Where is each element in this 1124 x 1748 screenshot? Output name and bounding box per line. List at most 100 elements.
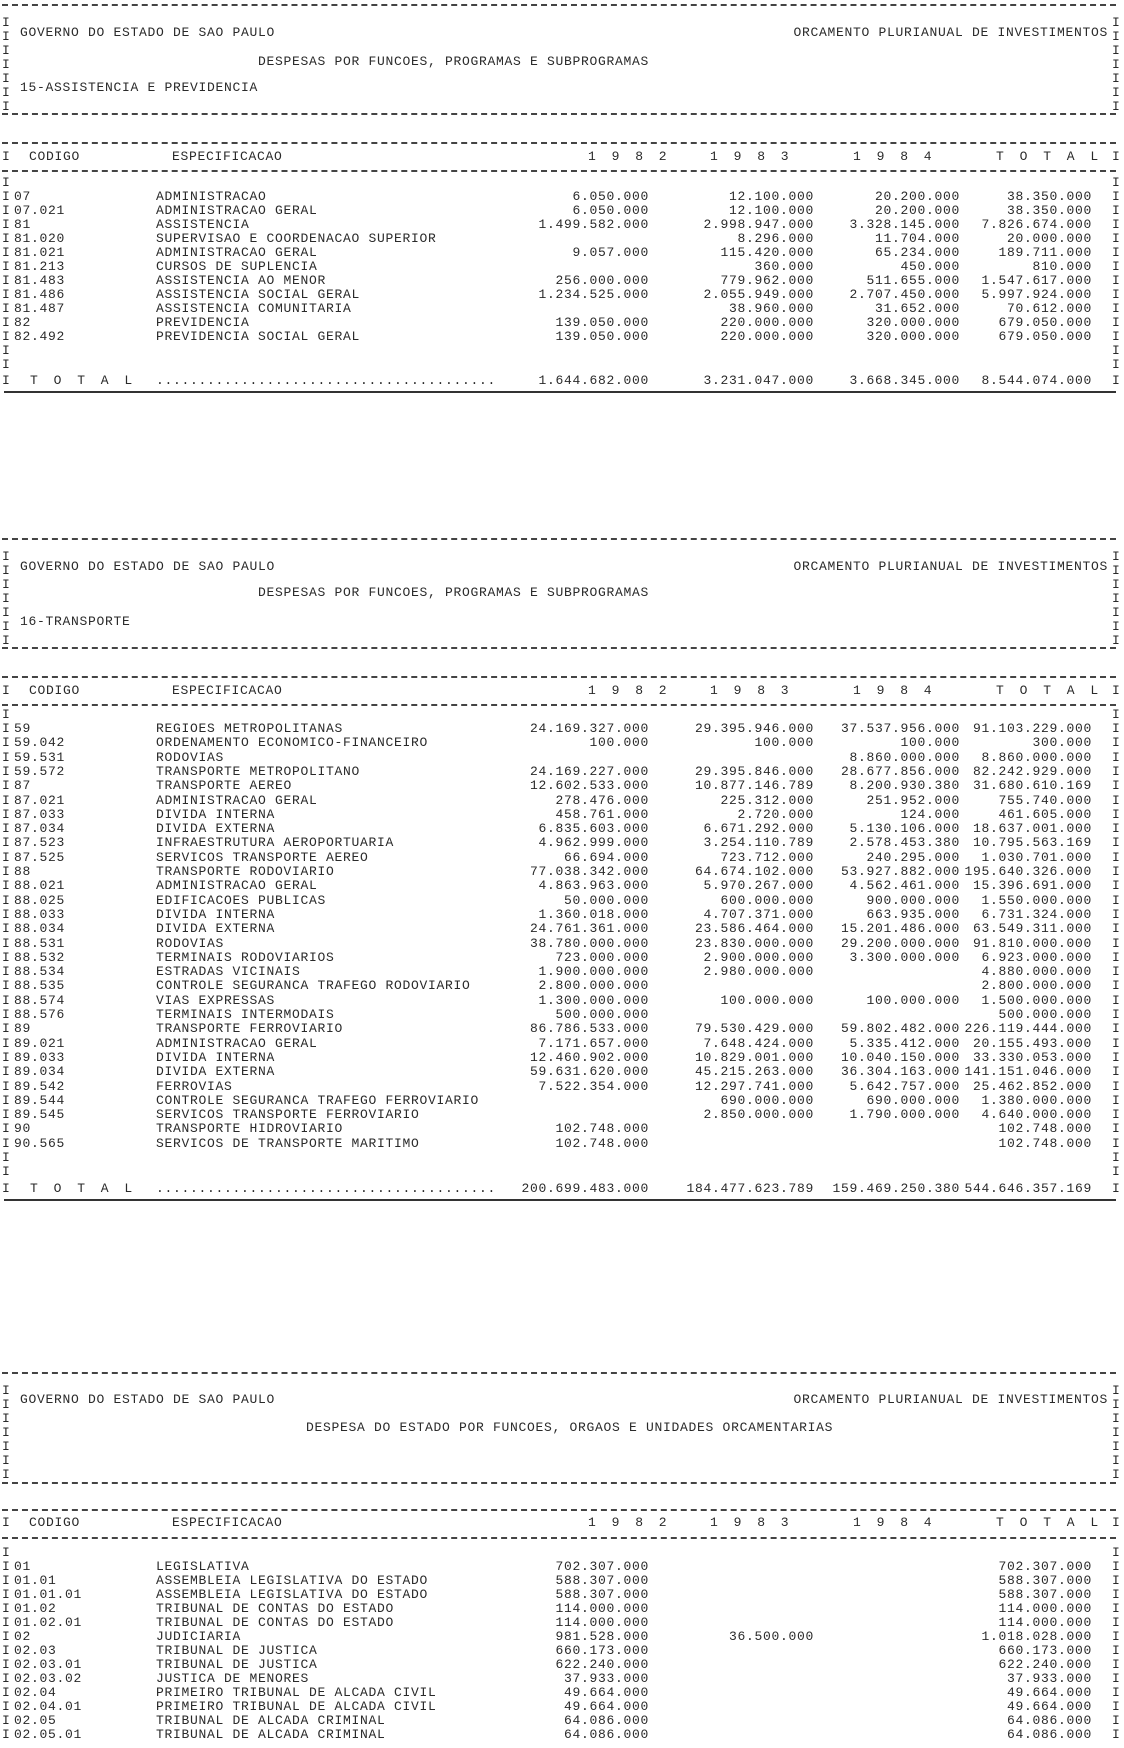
frame-right: I xyxy=(1112,806,1121,822)
row-specification: DIVIDA EXTERNA xyxy=(156,821,276,837)
value-1984: 124.000 xyxy=(900,806,960,822)
value-1982: 50.000.000 xyxy=(563,892,649,908)
row-code: 87.523 xyxy=(14,835,66,851)
frame-right: I xyxy=(1112,71,1121,86)
frame-right: I xyxy=(1112,1164,1121,1180)
value-1982: 37.933.000 xyxy=(563,1671,649,1686)
row-code: 02.05 xyxy=(14,1713,57,1728)
row-code: 90 xyxy=(14,1121,32,1137)
frame-right: I xyxy=(1112,1107,1121,1123)
frame-left: I xyxy=(2,878,11,894)
frame-right: I xyxy=(1112,203,1121,218)
column-header-1982: 1 9 8 2 xyxy=(588,683,671,698)
frame-left: I xyxy=(2,203,11,218)
value-total: 2.800.000.000 xyxy=(981,978,1092,994)
value-1982: 64.086.000 xyxy=(563,1727,649,1742)
value-1982: 6.835.603.000 xyxy=(538,821,649,837)
frame-left: I xyxy=(2,287,11,302)
row-code: 59.572 xyxy=(14,763,66,779)
frame-left: I xyxy=(2,357,11,372)
column-header-1983: 1 9 8 3 xyxy=(710,1515,793,1530)
value-1982: 66.694.000 xyxy=(563,849,649,865)
row-specification: DIVIDA INTERNA xyxy=(156,1049,276,1065)
row-code: 01.01.01 xyxy=(14,1587,83,1602)
row-code: 89.542 xyxy=(14,1078,66,1094)
value-total: 1.550.000.000 xyxy=(981,892,1092,908)
frame-right: I xyxy=(1112,849,1121,865)
row-code: 89.034 xyxy=(14,1064,66,1080)
frame-left: I xyxy=(2,1657,11,1672)
frame-left: I xyxy=(2,1587,11,1602)
frame-left: I xyxy=(2,1629,11,1644)
frame-left: I xyxy=(2,43,11,58)
frame-right: I xyxy=(1112,15,1121,30)
value-1983: 6.671.292.000 xyxy=(703,821,814,837)
value-total: 91.810.000.000 xyxy=(972,935,1092,951)
frame-right: I xyxy=(1112,1150,1121,1165)
frame-left: I xyxy=(2,1021,11,1037)
row-specification: ASSISTENCIA xyxy=(156,217,250,232)
frame-left: I xyxy=(2,735,11,751)
value-1983: 45.215.263.000 xyxy=(694,1064,814,1080)
row-code: 81.213 xyxy=(14,259,66,274)
frame-right: I xyxy=(1112,1411,1121,1426)
row-specification: TRIBUNAL DE CONTAS DO ESTADO xyxy=(156,1615,395,1630)
value-1982: 458.761.000 xyxy=(555,806,649,822)
row-code: 81.021 xyxy=(14,245,66,260)
value-1982: 981.528.000 xyxy=(555,1629,649,1644)
frame-left: I xyxy=(2,1453,11,1468)
frame-left: I xyxy=(2,1383,11,1398)
row-code: 01.01 xyxy=(14,1573,57,1588)
frame-left: I xyxy=(2,1615,11,1630)
row-code: 88.534 xyxy=(14,964,66,980)
frame-right: I xyxy=(1112,619,1121,634)
frame-left: I xyxy=(2,343,11,358)
value-1983: 29.395.946.000 xyxy=(694,721,814,736)
row-code: 88.025 xyxy=(14,892,66,908)
frame-right: I xyxy=(1112,633,1121,648)
frame-right: I xyxy=(1112,1727,1121,1742)
frame-left: I xyxy=(2,1671,11,1686)
value-1984: 65.234.000 xyxy=(874,245,960,260)
frame-left: I xyxy=(2,1150,11,1165)
row-code: 02.03 xyxy=(14,1643,57,1658)
frame-right: I xyxy=(1112,1425,1121,1440)
frame-left: I xyxy=(2,835,11,851)
row-specification: SUPERVISAO E COORDENACAO SUPERIOR xyxy=(156,231,437,246)
value-1984: 8.860.000.000 xyxy=(849,749,960,765)
value-total: 49.664.000 xyxy=(1006,1685,1092,1700)
frame-right: I xyxy=(1112,549,1121,564)
total-leader-dots: ........................................ xyxy=(156,373,497,388)
value-1982: 4.863.963.000 xyxy=(538,878,649,894)
frame-left: I xyxy=(2,978,11,994)
frame-left: I xyxy=(2,864,11,879)
value-total: 6.731.324.000 xyxy=(981,906,1092,922)
row-specification: ASSISTENCIA AO MENOR xyxy=(156,273,327,288)
frame-right: I xyxy=(1112,792,1121,808)
value-1983: 2.900.000.000 xyxy=(703,949,814,965)
dashed-rule xyxy=(2,1537,1116,1539)
frame-left: I xyxy=(2,273,11,288)
value-1983: 12.100.000 xyxy=(728,203,814,218)
row-specification: PREVIDENCIA SOCIAL GERAL xyxy=(156,329,361,344)
value-1984: 900.000.000 xyxy=(866,892,960,908)
value-1982: 9.057.000 xyxy=(572,245,649,260)
column-header-spec: ESPECIFICACAO xyxy=(172,149,283,164)
value-1982: 660.173.000 xyxy=(555,1643,649,1658)
value-total: 91.103.229.000 xyxy=(972,721,1092,736)
row-specification: DIVIDA INTERNA xyxy=(156,806,276,822)
frame-right: I xyxy=(1112,329,1121,344)
value-1983: 5.970.267.000 xyxy=(703,878,814,894)
frame-right: I xyxy=(1112,1467,1121,1482)
row-specification: TRIBUNAL DE JUSTICA xyxy=(156,1657,318,1672)
value-total: 4.880.000.000 xyxy=(981,964,1092,980)
value-total: 31.680.610.169 xyxy=(972,778,1092,794)
value-total: 141.151.046.000 xyxy=(964,1064,1092,1080)
column-header-code: CODIGO xyxy=(29,683,81,698)
value-total: 1.018.028.000 xyxy=(981,1629,1092,1644)
value-1984: 10.040.150.000 xyxy=(840,1049,960,1065)
frame-left: I xyxy=(2,1180,11,1196)
value-1982: 6.050.000 xyxy=(572,203,649,218)
frame-right: I xyxy=(1112,892,1121,908)
row-code: 82 xyxy=(14,315,32,330)
